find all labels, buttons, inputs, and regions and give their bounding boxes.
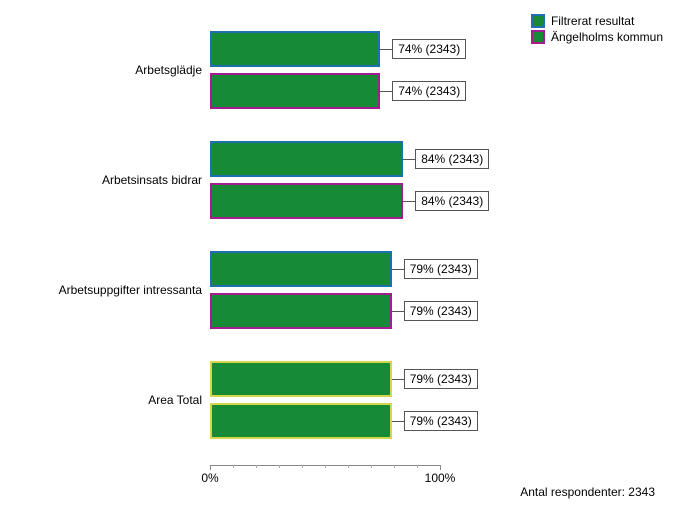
bar-value-label: 84% (2343) <box>415 149 489 169</box>
tick-minor <box>302 465 303 468</box>
bar-value-label: 74% (2343) <box>392 39 466 59</box>
bar <box>210 31 380 67</box>
bar <box>210 403 392 439</box>
group-label: Arbetsglädje <box>12 25 202 115</box>
bar-value-label: 79% (2343) <box>404 259 478 279</box>
tick-minor <box>348 465 349 468</box>
callout-connector <box>380 91 392 92</box>
legend: Filtrerat resultat Ängelholms kommun <box>529 10 665 48</box>
legend-item: Ängelholms kommun <box>531 30 663 44</box>
bar-value-label: 79% (2343) <box>404 301 478 321</box>
bar-group: Arbetsglädje74% (2343)74% (2343) <box>210 25 440 115</box>
bar <box>210 293 392 329</box>
bar-value-label: 74% (2343) <box>392 81 466 101</box>
group-label: Area Total <box>12 355 202 445</box>
callout-connector <box>392 311 404 312</box>
tick-label: 100% <box>425 471 456 485</box>
legend-item: Filtrerat resultat <box>531 14 663 28</box>
callout-connector <box>392 269 404 270</box>
tick-major <box>440 465 441 470</box>
bar <box>210 73 380 109</box>
bar <box>210 361 392 397</box>
bar-value-label: 79% (2343) <box>404 411 478 431</box>
tick-major <box>210 465 211 470</box>
tick-minor <box>371 465 372 468</box>
tick-minor <box>256 465 257 468</box>
bar-group: Arbetsuppgifter intressanta79% (2343)79%… <box>210 245 440 335</box>
legend-label: Filtrerat resultat <box>551 14 634 28</box>
x-axis: 0%100% <box>210 465 470 485</box>
callout-connector <box>392 421 404 422</box>
legend-swatch <box>531 30 545 44</box>
callout-connector <box>403 201 415 202</box>
legend-swatch <box>531 14 545 28</box>
tick-label: 0% <box>201 471 218 485</box>
tick-minor <box>233 465 234 468</box>
callout-connector <box>392 379 404 380</box>
bar-value-label: 84% (2343) <box>415 191 489 211</box>
bar <box>210 183 403 219</box>
legend-label: Ängelholms kommun <box>551 30 663 44</box>
tick-minor <box>417 465 418 468</box>
tick-minor <box>394 465 395 468</box>
chart-container: Filtrerat resultat Ängelholms kommun Arbe… <box>10 10 665 505</box>
footer-respondents: Antal respondenter: 2343 <box>520 485 655 499</box>
plot-area: Arbetsglädje74% (2343)74% (2343) Arbetsin… <box>210 25 440 465</box>
bar <box>210 141 403 177</box>
tick-minor <box>325 465 326 468</box>
bar-group: Arbetsinsats bidrar84% (2343)84% (2343) <box>210 135 440 225</box>
callout-connector <box>403 159 415 160</box>
bar <box>210 251 392 287</box>
bar-group: Area Total79% (2343)79% (2343) <box>210 355 440 445</box>
bar-value-label: 79% (2343) <box>404 369 478 389</box>
group-label: Arbetsuppgifter intressanta <box>12 245 202 335</box>
tick-minor <box>279 465 280 468</box>
callout-connector <box>380 49 392 50</box>
group-label: Arbetsinsats bidrar <box>12 135 202 225</box>
